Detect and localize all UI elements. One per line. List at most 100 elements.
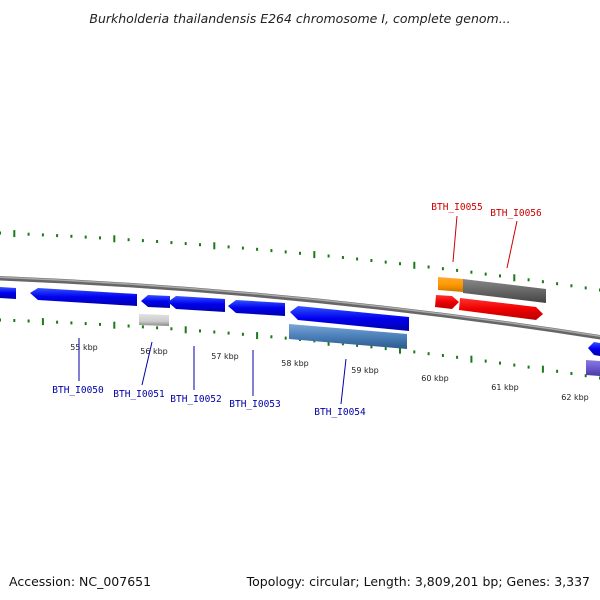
kbp-label: 62 kbp	[561, 393, 589, 402]
minor-tick	[413, 350, 416, 354]
gene-partial-right-purple[interactable]	[586, 360, 600, 376]
gene-label-BTH_I0050[interactable]: BTH_I0050	[52, 385, 104, 396]
minor-tick	[0, 318, 1, 322]
minor-tick	[356, 343, 359, 347]
minor-tick	[199, 329, 201, 333]
minor-tick	[227, 331, 230, 335]
gene-label-BTH_I0052[interactable]: BTH_I0052	[170, 394, 221, 405]
minor-tick	[141, 325, 144, 329]
minor-tick	[570, 372, 573, 375]
minor-tick	[27, 232, 30, 236]
chromosome-backbone	[0, 275, 600, 340]
major-tick	[184, 326, 187, 334]
minor-tick	[199, 243, 201, 247]
minor-tick	[99, 322, 101, 326]
minor-tick	[427, 265, 430, 269]
minor-tick	[184, 242, 187, 246]
minor-tick	[127, 238, 130, 242]
chromosome-backbone-highlight	[0, 276, 600, 337]
gene-BTH_I0053[interactable]	[228, 300, 285, 316]
major-tick	[41, 318, 44, 326]
minor-tick	[541, 280, 544, 284]
gene-BTH_I0052[interactable]	[168, 296, 225, 312]
gene-label-BTH_I0056[interactable]: BTH_I0056	[490, 208, 542, 219]
tick-track-upper	[0, 230, 600, 292]
gene-BTH_I0056-grey[interactable]	[463, 279, 546, 303]
minor-tick	[0, 231, 1, 235]
kbp-label: 57 kbp	[211, 352, 239, 361]
minor-tick	[327, 254, 330, 258]
accession-text: Accession: NC_007651	[9, 574, 151, 589]
gene-label-BTH_I0051[interactable]: BTH_I0051	[113, 389, 165, 400]
minor-tick	[156, 326, 159, 330]
leader-BTH_I0054	[340, 358, 347, 405]
minor-tick	[399, 262, 401, 266]
minor-tick	[370, 259, 373, 262]
minor-tick	[241, 246, 244, 250]
minor-tick	[456, 355, 459, 359]
kbp-label: 55 kbp	[70, 343, 98, 352]
minor-tick	[56, 320, 59, 324]
minor-tick	[499, 274, 501, 278]
minor-tick	[141, 239, 144, 243]
minor-tick	[356, 257, 359, 261]
minor-tick	[99, 236, 101, 240]
minor-tick	[370, 345, 373, 349]
major-tick	[113, 235, 116, 243]
minor-tick	[499, 361, 501, 365]
minor-tick	[556, 369, 559, 373]
minor-tick	[384, 260, 387, 264]
major-tick	[213, 242, 216, 250]
kbp-label: 61 kbp	[491, 383, 519, 392]
feature-track-minus	[0, 287, 600, 376]
leader-BTH_I0055	[452, 215, 458, 263]
gene-BTH_I0050[interactable]	[30, 288, 137, 306]
gene-BTH_I0054-steel[interactable]	[289, 324, 407, 349]
gene-BTH_I0054[interactable]	[290, 306, 409, 331]
genome-title: Burkholderia thailandensis E264 chromoso…	[89, 11, 510, 26]
minor-tick	[527, 365, 530, 369]
minor-tick	[456, 268, 459, 272]
major-tick	[13, 230, 16, 238]
gene-BTH_I0051-grey[interactable]	[139, 314, 169, 326]
gene-partial-left[interactable]	[0, 287, 16, 299]
gene-BTH_I0056[interactable]	[459, 298, 543, 320]
minor-tick	[256, 247, 259, 251]
minor-tick	[27, 319, 30, 323]
kbp-label: 56 kbp	[140, 347, 168, 356]
minor-tick	[84, 322, 87, 326]
minor-tick	[570, 284, 573, 288]
gene-label-BTH_I0053[interactable]: BTH_I0053	[229, 399, 280, 410]
major-tick	[399, 346, 401, 354]
kbp-scale: 55 kbp 56 kbp 57 kbp 58 kbp 59 kbp 60 kb…	[70, 343, 589, 402]
gene-BTH_I0055-orange[interactable]	[438, 277, 463, 292]
minor-tick	[13, 319, 16, 322]
gene-partial-right-blue[interactable]	[588, 342, 600, 356]
minor-tick	[56, 234, 59, 238]
minor-tick	[70, 234, 73, 238]
minor-tick	[299, 251, 301, 255]
major-tick	[313, 251, 316, 259]
kbp-label: 59 kbp	[351, 366, 379, 375]
minor-tick	[441, 267, 444, 271]
minor-tick	[84, 235, 87, 239]
minor-tick	[584, 374, 587, 378]
minor-tick	[513, 363, 516, 367]
minor-tick	[270, 335, 273, 339]
gene-BTH_I0055[interactable]	[435, 295, 459, 309]
minor-tick	[41, 233, 44, 237]
minor-tick	[556, 282, 559, 286]
gene-label-BTH_I0055[interactable]: BTH_I0055	[431, 202, 482, 213]
minor-tick	[241, 332, 244, 336]
minor-tick	[170, 241, 173, 245]
gene-label-BTH_I0054[interactable]: BTH_I0054	[314, 407, 366, 418]
minor-tick	[441, 354, 444, 357]
gene-BTH_I0051[interactable]	[141, 295, 170, 308]
minor-tick	[227, 245, 230, 249]
major-tick	[541, 365, 544, 373]
minor-tick	[341, 256, 344, 259]
minor-tick	[384, 347, 387, 351]
minor-tick	[213, 330, 216, 334]
major-tick	[470, 355, 473, 363]
